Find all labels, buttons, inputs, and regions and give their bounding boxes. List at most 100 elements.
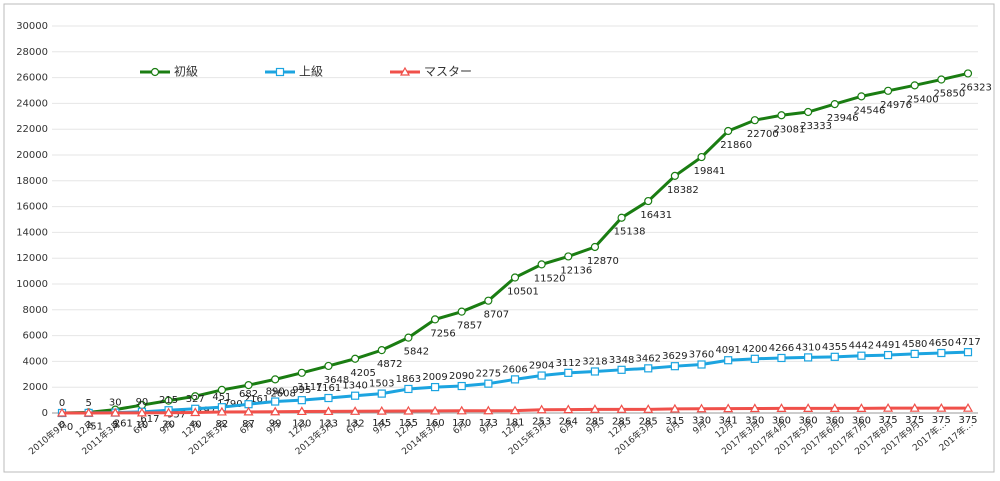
value-label: 375 <box>958 415 977 426</box>
value-label: 2275 <box>476 369 501 380</box>
value-label: 87 <box>242 419 255 430</box>
point <box>910 349 919 359</box>
point <box>750 354 759 363</box>
value-label: 170 <box>452 418 471 429</box>
point <box>643 404 654 413</box>
value-label: 1297 <box>191 405 216 416</box>
point <box>697 360 706 369</box>
value-label: 0 <box>67 422 73 433</box>
point <box>404 384 413 394</box>
value-label: 4310 <box>795 342 820 353</box>
point <box>350 406 361 415</box>
point <box>777 111 786 120</box>
point <box>536 404 547 414</box>
point <box>829 403 840 412</box>
point <box>110 407 121 417</box>
point <box>537 371 546 380</box>
value-label: 7256 <box>430 328 455 339</box>
value-label: 375 <box>905 415 924 426</box>
value-label: 350 <box>745 415 764 426</box>
y-tick-label: 2000 <box>23 382 48 393</box>
value-label: 995 <box>292 385 311 396</box>
value-label: 1340 <box>342 381 367 392</box>
value-label: 375 <box>932 415 951 426</box>
value-label: 4205 <box>350 368 375 379</box>
value-label: 682 <box>239 389 258 400</box>
value-label: 24546 <box>854 105 886 116</box>
value-label: 181 <box>505 418 524 429</box>
value-label: 15138 <box>614 227 646 238</box>
point <box>697 152 706 162</box>
point <box>150 67 160 77</box>
point <box>830 352 839 361</box>
value-label: 12870 <box>587 256 619 267</box>
point <box>617 365 626 374</box>
value-label: 25850 <box>933 89 965 100</box>
point <box>723 403 734 413</box>
point <box>351 391 360 400</box>
point <box>803 403 814 412</box>
point <box>590 367 600 376</box>
value-label: 7857 <box>457 321 482 332</box>
value-label: 132 <box>346 418 365 429</box>
point <box>271 375 280 384</box>
value-label: 18382 <box>667 185 699 196</box>
point <box>563 404 574 414</box>
point <box>377 346 386 355</box>
point <box>404 333 413 342</box>
value-label: 3629 <box>662 351 687 362</box>
point <box>510 273 520 282</box>
value-label: 10 <box>136 420 149 431</box>
value-label: 617 <box>140 414 159 425</box>
legend-label: 初級 <box>174 65 198 79</box>
value-label: 145 <box>372 418 391 429</box>
point <box>164 396 173 405</box>
point <box>484 379 493 388</box>
point <box>963 348 973 357</box>
y-tick-label: 12000 <box>16 253 48 264</box>
point <box>376 405 387 415</box>
value-label: 20 <box>162 420 175 431</box>
point <box>297 396 306 405</box>
point <box>564 368 573 377</box>
value-label: 253 <box>532 417 551 428</box>
value-label: 327 <box>186 394 205 405</box>
value-label: 12136 <box>560 265 592 276</box>
value-label: 1 <box>85 420 91 431</box>
value-label: 22700 <box>747 129 779 140</box>
point <box>857 351 866 360</box>
point <box>724 356 733 365</box>
value-label: 99 <box>269 419 282 430</box>
point <box>430 315 440 324</box>
point <box>830 99 839 109</box>
value-label: 4650 <box>929 338 954 349</box>
value-label: 0 <box>59 398 65 409</box>
point <box>191 392 200 401</box>
value-label: 1503 <box>369 379 394 390</box>
value-label: 10501 <box>507 287 539 298</box>
value-label: 8707 <box>484 310 509 321</box>
value-label: 4266 <box>769 343 794 354</box>
value-label: 375 <box>879 415 898 426</box>
y-tick-label: 0 <box>42 408 48 419</box>
chart-border <box>3 3 995 473</box>
point <box>883 86 893 95</box>
value-label: 5 <box>85 398 91 409</box>
value-label: 160 <box>426 418 445 429</box>
point <box>216 406 227 416</box>
value-label: 11520 <box>534 273 566 284</box>
value-label: 1863 <box>396 374 421 385</box>
point <box>244 381 253 390</box>
value-label: 2009 <box>422 372 447 383</box>
y-tick-label: 6000 <box>23 331 48 342</box>
value-label: 2904 <box>529 361 554 372</box>
point <box>590 242 600 252</box>
point <box>962 402 974 412</box>
value-label: 315 <box>665 416 684 427</box>
point <box>644 364 653 373</box>
point <box>644 196 653 206</box>
point <box>377 389 386 398</box>
value-label: 360 <box>852 415 871 426</box>
value-label: 3117 <box>297 382 322 393</box>
point <box>483 405 494 415</box>
